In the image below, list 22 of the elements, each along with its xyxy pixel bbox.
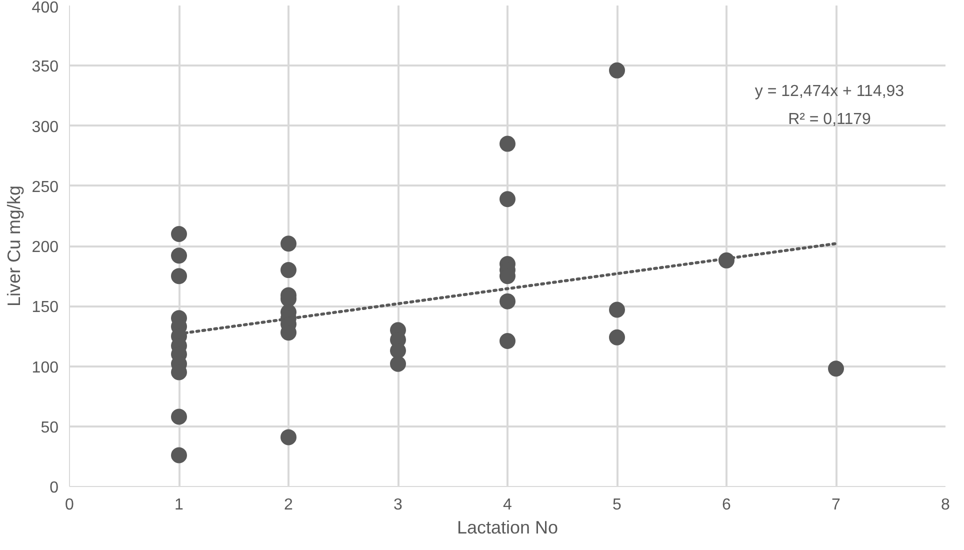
y-tick-label: 250 [32, 178, 59, 196]
x-tick-label: 2 [284, 496, 294, 514]
x-tick-label: 3 [394, 496, 403, 514]
x-tick-label: 1 [174, 496, 184, 514]
x-tick-label: 4 [503, 496, 512, 514]
y-tick-label: 100 [32, 359, 59, 376]
x-tick-label: 5 [612, 496, 622, 514]
x-tick-label: 7 [832, 496, 841, 514]
annotation: y = 12,474x + 114,93 [754, 83, 904, 100]
x-tick-label: 6 [722, 496, 732, 514]
y-axis-title: Liver Cu mg/kg [4, 185, 24, 307]
annotation: R² = 0,1179 [788, 111, 872, 128]
y-tick-label: 0 [50, 480, 59, 496]
y-tick-label: 200 [32, 239, 59, 256]
y-tick-label: 150 [32, 299, 59, 316]
x-tick-label: 0 [65, 496, 74, 514]
y-tick-label: 400 [32, 0, 59, 16]
y-tick-label: 50 [40, 419, 59, 436]
y-tick-label: 350 [32, 58, 59, 76]
x-tick-label: 8 [941, 496, 950, 514]
y-tick-label: 300 [32, 118, 59, 136]
x-axis-title: Lactation No [456, 518, 558, 538]
